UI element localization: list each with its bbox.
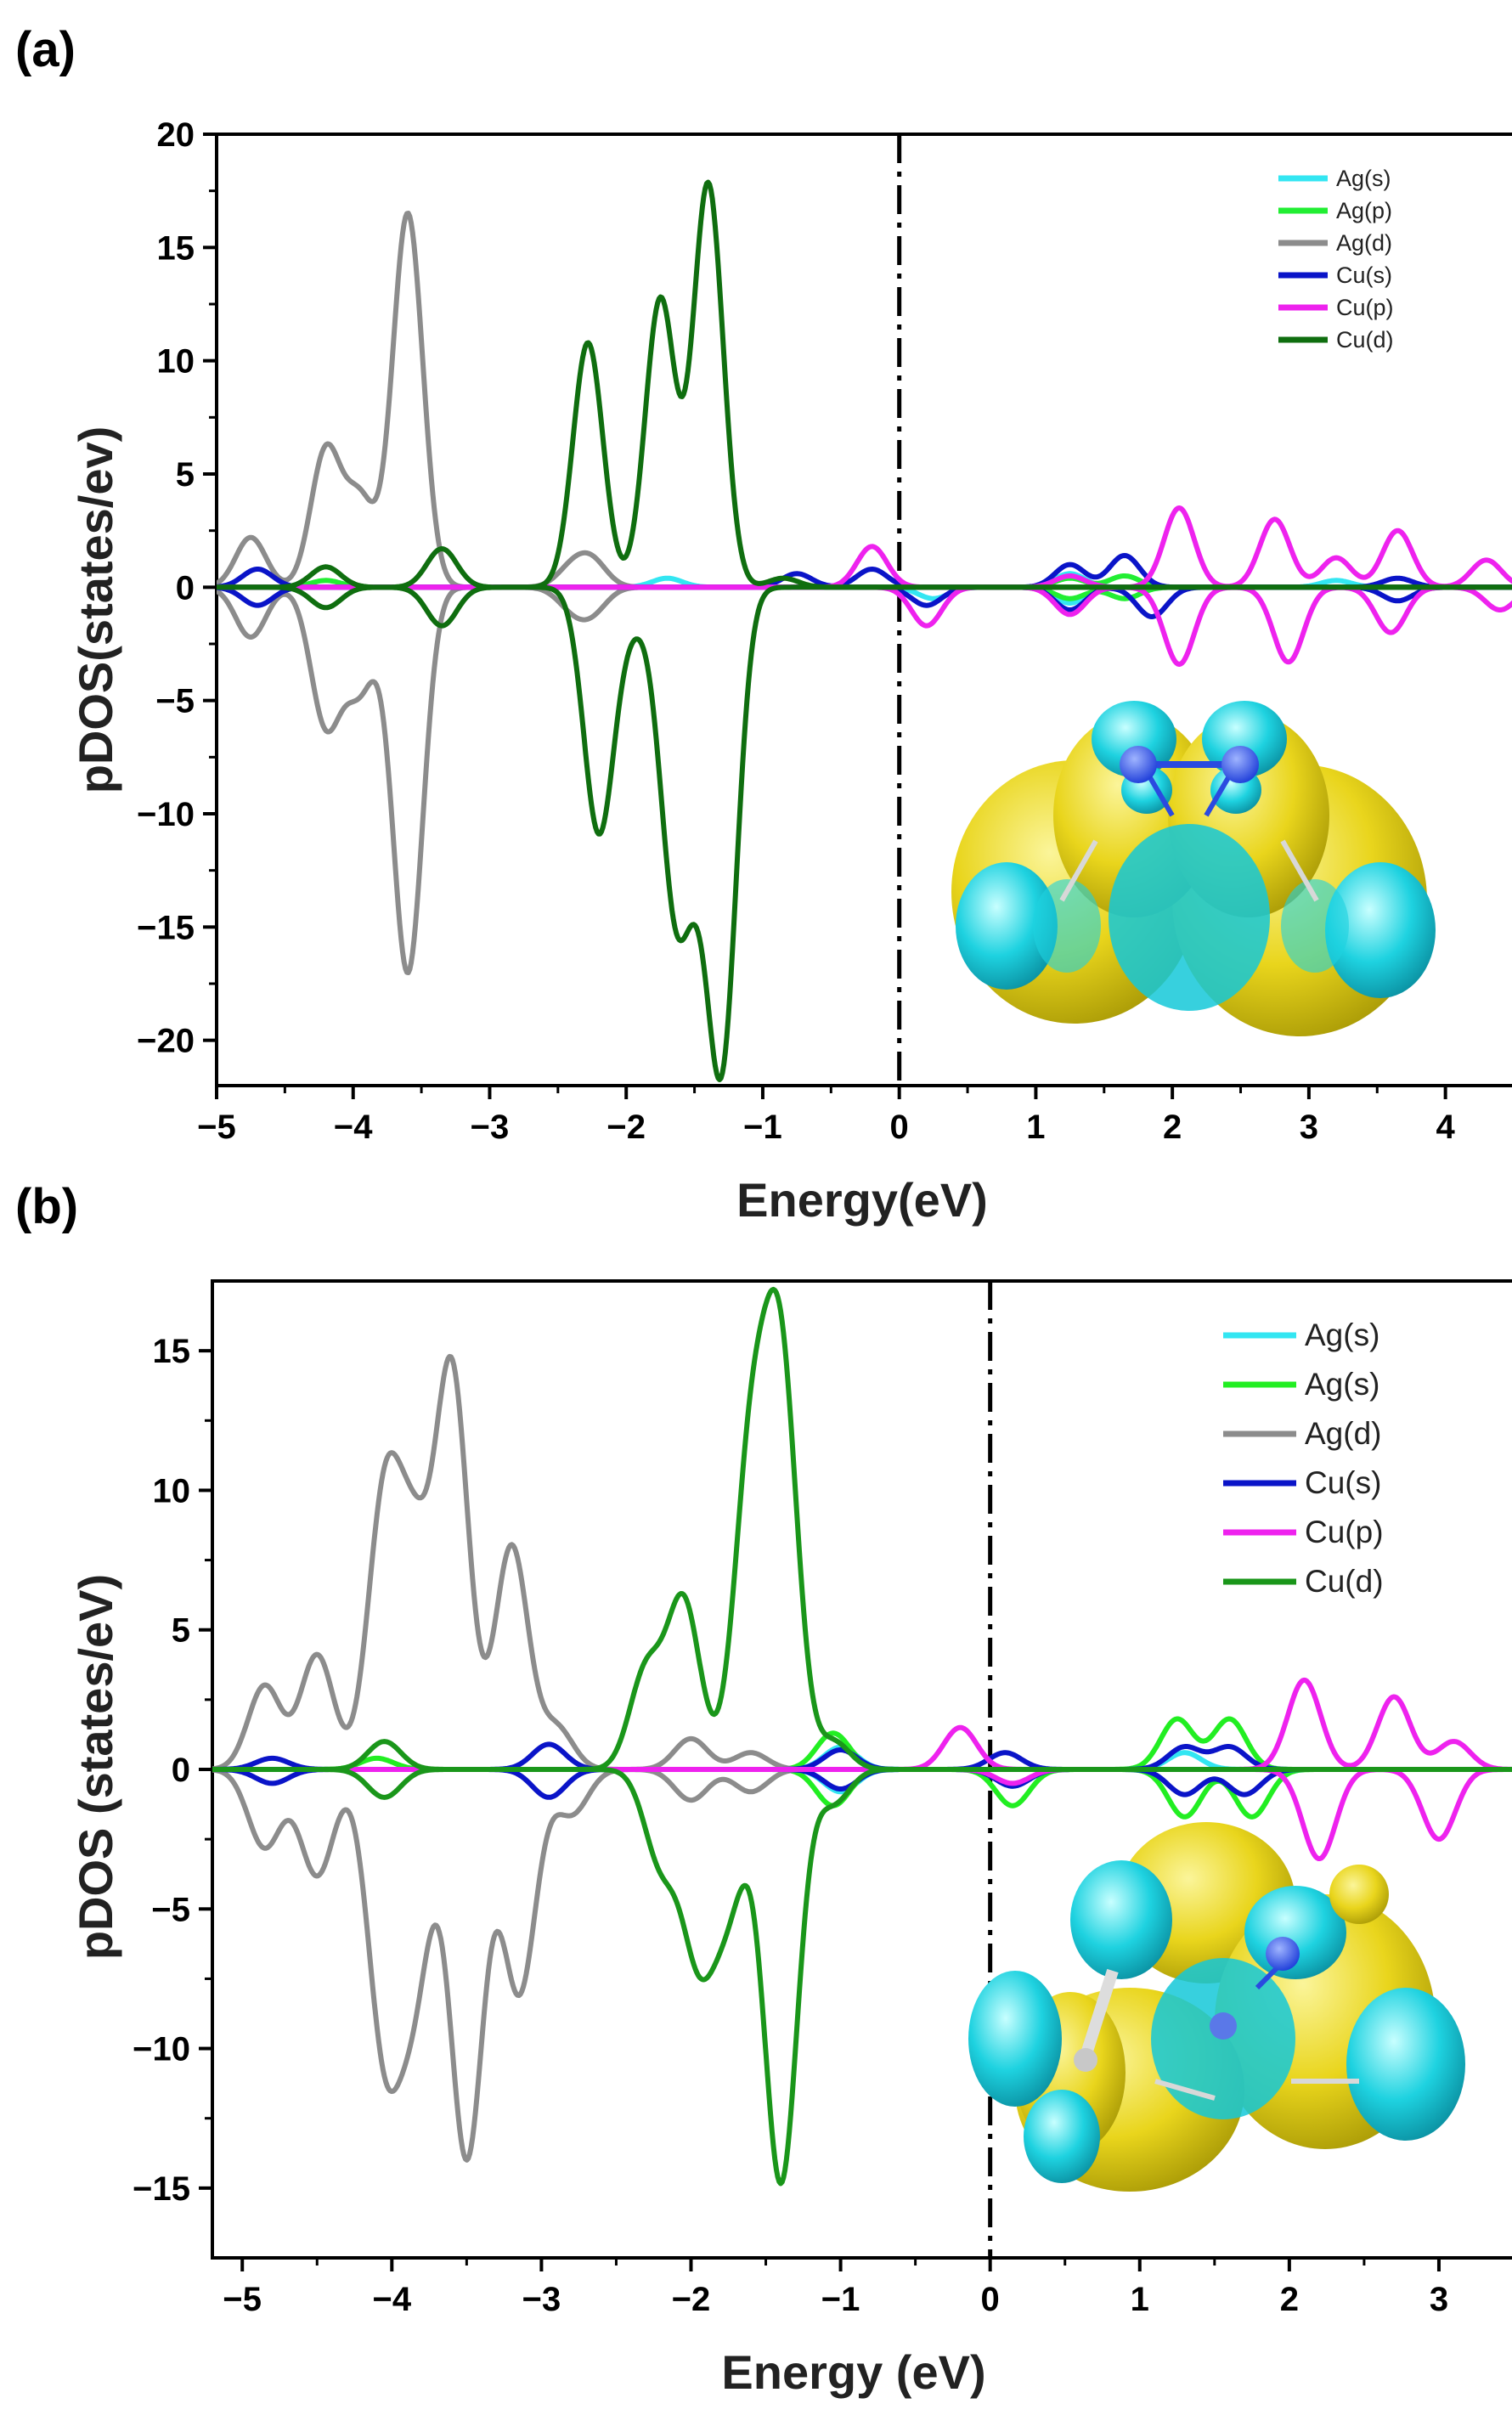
x-tick-label: 4 bbox=[1436, 1109, 1456, 1146]
y-tick-label: −20 bbox=[137, 1023, 195, 1060]
plot-frame bbox=[215, 133, 1512, 1087]
legend-label: Ag(s) bbox=[1305, 1367, 1379, 1402]
y-tick-label: −5 bbox=[151, 1891, 190, 1928]
x-tick-label: 3 bbox=[1430, 2281, 1448, 2318]
x-tick-label: 2 bbox=[1280, 2281, 1299, 2318]
x-tick-label: −2 bbox=[672, 2281, 711, 2318]
panel-b-y-axis-title: pDOS (states/eV) bbox=[69, 1574, 122, 1960]
y-tick-label: 20 bbox=[157, 116, 195, 154]
charge-density-inset-a bbox=[951, 701, 1436, 1036]
panel-b-x-axis-title: Energy (eV) bbox=[721, 2345, 985, 2399]
legend-label: Ag(s) bbox=[1336, 166, 1391, 191]
panel-a-y-axis-title: pDOS(states/ev) bbox=[69, 426, 122, 794]
x-tick-label: 3 bbox=[1300, 1109, 1318, 1146]
series-group bbox=[212, 1286, 1512, 2187]
x-tick-label: −1 bbox=[743, 1109, 782, 1146]
legend-label: Ag(d) bbox=[1336, 230, 1392, 256]
series-line-cud-spin-down bbox=[212, 1767, 1512, 2187]
panel-a-x-axis-title: Energy(eV) bbox=[736, 1173, 988, 1227]
y-tick-label: −5 bbox=[155, 683, 195, 720]
series-line-cud-spin-down bbox=[217, 584, 1512, 1082]
y-tick-label: 5 bbox=[172, 1612, 190, 1650]
x-tick-label: −3 bbox=[522, 2281, 561, 2318]
x-tick-label: −1 bbox=[821, 2281, 860, 2318]
panel-a-legend: Ag(s) Ag(p) Ag(d) Cu(s) Cu(p) Cu(d) bbox=[1278, 166, 1394, 353]
legend-label: Ag(d) bbox=[1305, 1416, 1381, 1451]
x-tick-label: −5 bbox=[223, 2281, 262, 2318]
y-tick-label: 0 bbox=[176, 569, 195, 607]
legend-label: Cu(d) bbox=[1305, 1564, 1384, 1599]
y-tick-label: −10 bbox=[137, 796, 195, 833]
x-tick-label: −3 bbox=[471, 1109, 510, 1146]
panel-a-label: (a) bbox=[15, 22, 76, 77]
y-tick-label: −15 bbox=[137, 909, 195, 946]
y-tick-label: −15 bbox=[133, 2170, 190, 2208]
x-tick-label: 0 bbox=[981, 2281, 1000, 2318]
y-tick-label: 10 bbox=[153, 1472, 191, 1509]
series-line-agd-spin-up bbox=[217, 211, 1512, 590]
x-tick-label: −4 bbox=[334, 1109, 373, 1146]
series-line-cup-spin-up bbox=[217, 505, 1512, 590]
x-tick-label: 1 bbox=[1026, 1109, 1045, 1146]
y-tick-label: 5 bbox=[176, 456, 195, 494]
y-tick-label: 15 bbox=[157, 229, 195, 267]
x-tick-label: 0 bbox=[890, 1109, 909, 1146]
panel-b-legend: Ag(s) Ag(s) Ag(d) Cu(s) Cu(p) Cu(d) bbox=[1223, 1318, 1384, 1599]
legend-label: Ag(p) bbox=[1336, 198, 1392, 223]
charge-density-inset-b bbox=[968, 1822, 1465, 2192]
x-tick-label: 1 bbox=[1131, 2281, 1149, 2318]
x-tick-label: −2 bbox=[606, 1109, 646, 1146]
x-tick-label: −4 bbox=[373, 2281, 412, 2318]
legend-label: Cu(s) bbox=[1336, 262, 1392, 288]
legend-label: Ag(s) bbox=[1305, 1318, 1379, 1352]
x-tick-label: 2 bbox=[1163, 1109, 1182, 1146]
y-tick-label: −10 bbox=[133, 2031, 190, 2068]
y-tick-label: 15 bbox=[153, 1333, 191, 1370]
y-tick-label: 10 bbox=[157, 343, 195, 381]
legend-label: Cu(d) bbox=[1336, 327, 1394, 353]
legend-label: Cu(p) bbox=[1305, 1515, 1384, 1549]
series-line-cup-spin-down bbox=[217, 584, 1512, 667]
legend-label: Cu(p) bbox=[1336, 295, 1394, 320]
series-group bbox=[217, 179, 1512, 1082]
panel-b-label: (b) bbox=[15, 1179, 78, 1234]
x-tick-label: −5 bbox=[197, 1109, 236, 1146]
y-tick-label: 0 bbox=[172, 1752, 190, 1789]
legend-label: Cu(s) bbox=[1305, 1465, 1381, 1500]
